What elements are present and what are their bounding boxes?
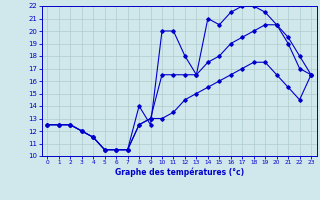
X-axis label: Graphe des températures (°c): Graphe des températures (°c): [115, 168, 244, 177]
